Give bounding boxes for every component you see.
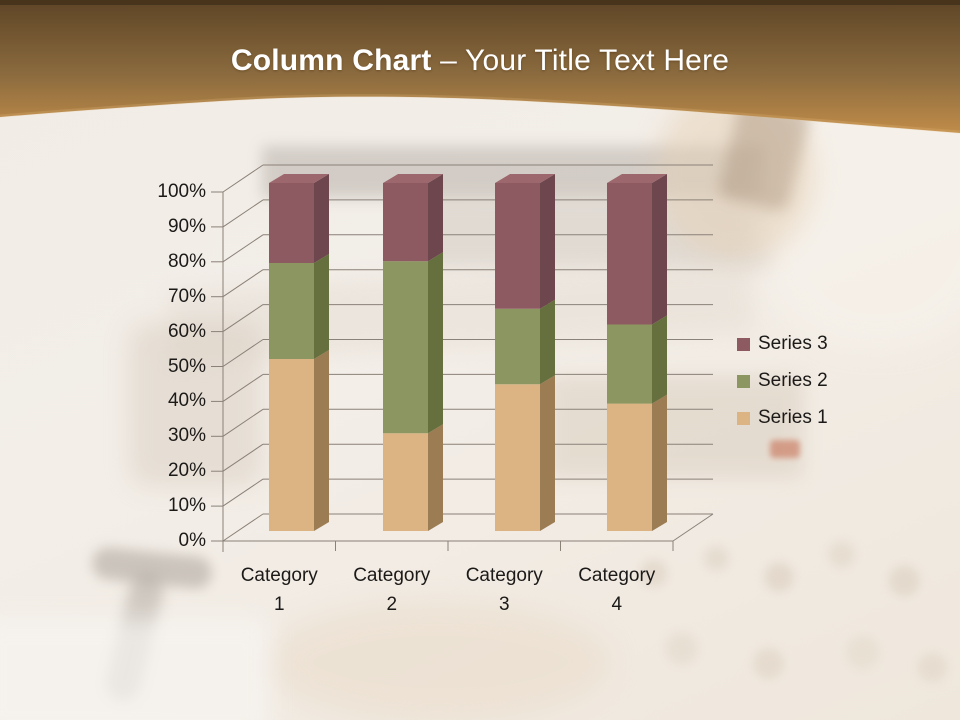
chart-legend: Series 3 Series 2 Series 1 <box>737 332 828 443</box>
bar-c4-s1-side <box>652 394 667 531</box>
grid-depth-line <box>222 513 264 542</box>
grid-depth-line <box>222 164 264 193</box>
legend-item: Series 2 <box>737 369 828 393</box>
grid-depth-line <box>222 373 264 402</box>
category-label: Category 2 <box>330 561 454 619</box>
category-label-line2: 2 <box>386 594 398 615</box>
grid-depth-line <box>222 234 264 263</box>
bar-c2-s3-side <box>428 174 443 262</box>
y-axis-label: 0% <box>178 530 206 551</box>
y-axis-label: 20% <box>167 460 206 482</box>
bar-c4-s2-front <box>607 324 652 404</box>
bar-c4-s1-front <box>607 403 652 531</box>
bar-c2-s2-front <box>383 261 428 434</box>
category-label-line1: Category <box>578 565 656 586</box>
bar-c1-s3-side <box>314 174 329 263</box>
legend-item: Series 1 <box>737 406 828 430</box>
category-label-line2: 1 <box>273 594 285 615</box>
y-axis-label: 10% <box>167 495 206 517</box>
y-axis-label: 40% <box>167 390 206 412</box>
slide-title: Column Chart – Your Title Text Here <box>0 44 960 78</box>
bar-c3-s2-front <box>495 308 540 385</box>
bar-c2-s3-front <box>383 183 428 262</box>
slide-title-rest: Your Title Text Here <box>465 44 730 77</box>
bar-c2-s2-side <box>428 252 443 434</box>
legend-swatch-icon <box>737 337 750 351</box>
grid-depth-line <box>222 339 264 367</box>
legend-swatch-icon <box>737 374 750 388</box>
bar-c3-s3-front <box>495 183 540 309</box>
bar-c4-top <box>607 174 667 183</box>
bar-c1-s3-front <box>269 183 314 263</box>
legend-label: Series 3 <box>758 333 828 354</box>
y-axis-label: 30% <box>167 425 206 447</box>
bar-c1-s2-front <box>269 263 314 359</box>
bar-c1-top <box>269 174 329 183</box>
category-label: Category 3 <box>442 561 566 619</box>
chart-bars <box>269 174 667 531</box>
bar-c3-s1-front <box>495 384 540 531</box>
grid-depth-line <box>222 304 264 333</box>
bar-c4-s3-side <box>652 174 667 325</box>
grid-depth-line <box>222 199 264 228</box>
grid-depth-line <box>222 269 264 298</box>
header-top-strip <box>0 0 960 5</box>
y-axis-label: 90% <box>167 215 206 237</box>
category-label-line2: 4 <box>611 594 623 615</box>
floor-right-edge <box>672 513 714 542</box>
bar-c3-s1-side <box>540 375 555 531</box>
slide-title-separator: – <box>431 44 465 77</box>
bar-c1-s1-front <box>269 359 314 531</box>
bar-c3-s2-side <box>540 299 555 385</box>
bar-c2-top <box>383 174 443 183</box>
category-label: Category 4 <box>555 561 679 619</box>
grid-depth-line <box>222 408 264 437</box>
legend-label: Series 2 <box>758 370 828 391</box>
bar-c4-s2-side <box>652 315 667 404</box>
category-label-line1: Category <box>353 565 431 586</box>
category-label: Category 1 <box>217 561 341 619</box>
slide-title-bold: Column Chart <box>230 44 432 77</box>
bar-c2-s1-front <box>383 433 428 531</box>
bar-c4-s3-front <box>607 183 652 325</box>
y-axis-label: 70% <box>167 285 206 307</box>
legend-swatch-icon <box>737 411 750 425</box>
bar-c2-s1-side <box>428 424 443 531</box>
category-label-line1: Category <box>465 565 543 586</box>
y-axis-label: 80% <box>167 250 206 272</box>
bar-c3-s3-side <box>540 174 555 309</box>
category-label-line1: Category <box>240 565 318 586</box>
bar-c3-top <box>495 174 555 183</box>
bar-c1-s1-side <box>314 350 329 531</box>
grid-depth-line <box>222 443 264 472</box>
y-axis-label: 50% <box>167 355 206 377</box>
y-axis-label: 60% <box>167 320 206 342</box>
legend-item: Series 3 <box>737 332 828 356</box>
bar-c1-s2-side <box>314 254 329 359</box>
grid-depth-line <box>222 478 264 507</box>
legend-label: Series 1 <box>758 407 828 428</box>
y-axis-label: 100% <box>157 181 206 202</box>
category-label-line2: 3 <box>498 594 510 615</box>
